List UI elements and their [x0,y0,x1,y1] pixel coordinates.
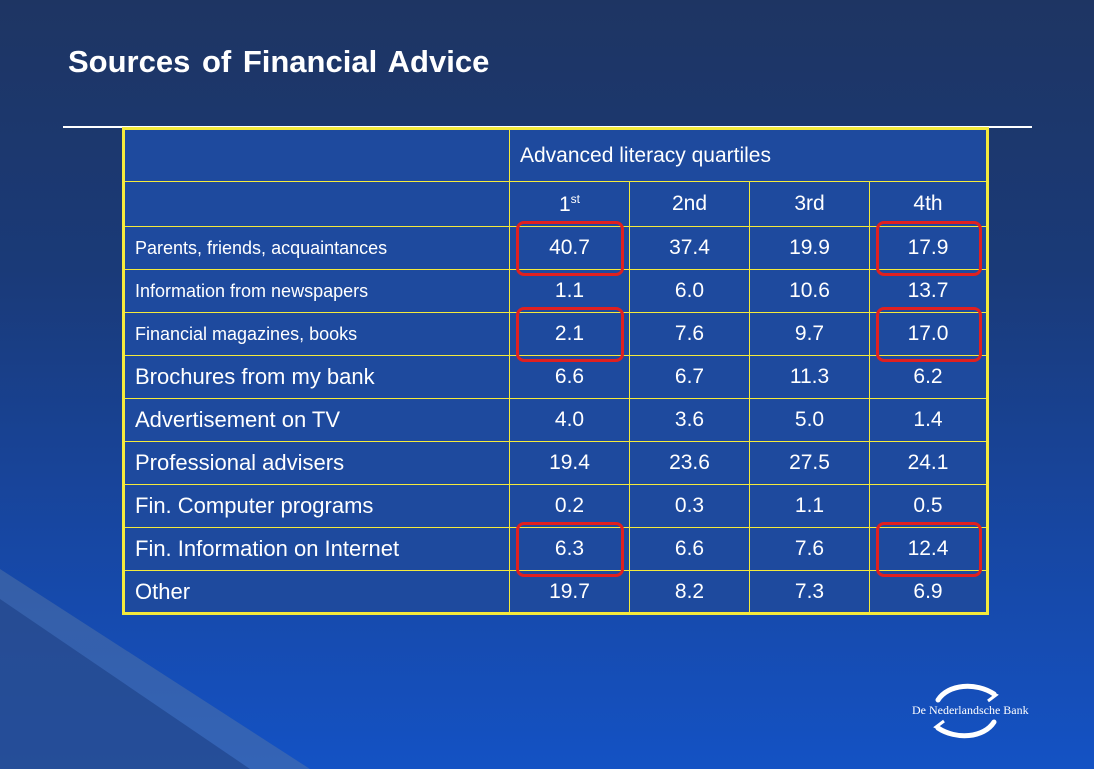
table-row: Financial magazines, books 2.1 7.6 9.7 17.0 [123,312,988,356]
table-row: Professional advisers 19.4 23.6 27.5 24.1 [123,441,988,485]
table-row: Advertisement on TV 4.0 3.6 5.0 1.4 [123,398,988,442]
table-header-quartile-row: 1st 2nd 3rd 4th [123,181,988,227]
value-cell: 17.0 [869,312,988,356]
value-cell: 6.6 [509,355,630,399]
value-cell: 4.0 [509,398,630,442]
value-cell: 40.7 [509,226,630,270]
value-cell: 9.7 [749,312,870,356]
quartile-header-1: 1st [509,181,630,227]
value-cell: 0.3 [629,484,750,528]
row-label: Advertisement on TV [123,398,510,442]
row-label: Fin. Computer programs [123,484,510,528]
table-row: Information from newspapers 1.1 6.0 10.6 13.… [123,269,988,313]
bank-name: De Nederlandsche Bank [912,703,1029,717]
value-cell: 37.4 [629,226,750,270]
value-cell: 7.3 [749,570,870,614]
value-cell: 1.1 [749,484,870,528]
value-cell: 27.5 [749,441,870,485]
value-cell: 7.6 [629,312,750,356]
row-label: Other [123,570,510,614]
row-label: Professional advisers [123,441,510,485]
value-cell: 19.9 [749,226,870,270]
value-cell: 2.1 [509,312,630,356]
value-cell: 0.5 [869,484,988,528]
table-row: Parents, friends, acquaintances 40.7 37.4 1… [123,226,988,270]
value-cell: 5.0 [749,398,870,442]
row-label: Information from newspapers [123,269,510,313]
row-label: Parents, friends, acquaintances [123,226,510,270]
row-label: Fin. Information on Internet [123,527,510,571]
value-cell: 6.3 [509,527,630,571]
table-row: Other 19.7 8.2 7.3 6.9 [123,570,988,614]
value-cell: 6.7 [629,355,750,399]
quartile-header-2: 2nd [629,181,750,227]
dnb-logo-icon [933,683,999,739]
value-cell: 12.4 [869,527,988,571]
row-label: Financial magazines, books [123,312,510,356]
value-cell: 7.6 [749,527,870,571]
value-cell: 1.4 [869,398,988,442]
value-cell: 11.3 [749,355,870,399]
quartile-header-3: 3rd [749,181,870,227]
value-cell: 23.6 [629,441,750,485]
value-cell: 8.2 [629,570,750,614]
value-cell: 6.2 [869,355,988,399]
table-row: Fin. Information on Internet 6.3 6.6 7.6 12.… [123,527,988,571]
value-cell: 10.6 [749,269,870,313]
empty-header-cell [123,181,510,227]
table-header-group-row: Advanced literacy quartiles [123,128,988,182]
table-row: Fin. Computer programs 0.2 0.3 1.1 0.5 [123,484,988,528]
value-cell: 6.0 [629,269,750,313]
empty-header-cell [123,128,510,182]
value-cell: 6.6 [629,527,750,571]
value-cell: 24.1 [869,441,988,485]
row-label: Brochures from my bank [123,355,510,399]
value-cell: 6.9 [869,570,988,614]
advice-sources-table: Advanced literacy quartiles 1st 2nd 3rd … [122,127,989,615]
value-cell: 13.7 [869,269,988,313]
value-cell: 19.7 [509,570,630,614]
value-cell: 17.9 [869,226,988,270]
value-cell: 19.4 [509,441,630,485]
quartiles-group-header: Advanced literacy quartiles [509,128,988,182]
value-cell: 0.2 [509,484,630,528]
page-title: Sources of Financial Advice [68,44,490,79]
value-cell: 1.1 [509,269,630,313]
quartile-header-4: 4th [869,181,988,227]
table-row: Brochures from my bank 6.6 6.7 11.3 6.2 [123,355,988,399]
value-cell: 3.6 [629,398,750,442]
